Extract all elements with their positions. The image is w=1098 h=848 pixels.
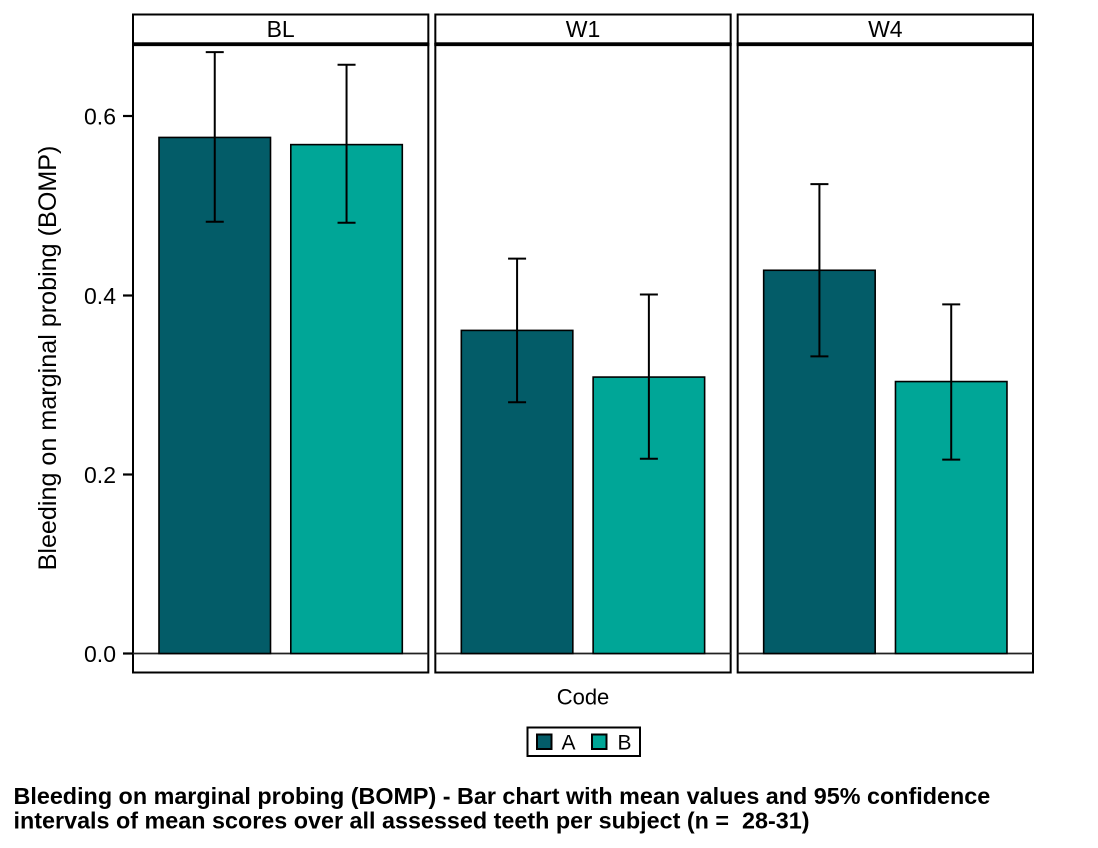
svg-text:B: B (618, 731, 632, 754)
svg-text:0.0: 0.0 (84, 641, 116, 667)
svg-text:W1: W1 (566, 16, 601, 42)
svg-text:0.4: 0.4 (84, 283, 116, 309)
svg-text:Bleeding on marginal probing (: Bleeding on marginal probing (BOMP) - Ba… (14, 783, 991, 809)
svg-text:A: A (562, 731, 576, 754)
svg-text:Code: Code (557, 685, 610, 710)
svg-text:0.6: 0.6 (84, 103, 116, 129)
svg-text:intervals of mean scores over: intervals of mean scores over all assess… (14, 807, 810, 833)
svg-text:W4: W4 (868, 16, 903, 42)
svg-text:0.2: 0.2 (84, 462, 116, 488)
svg-text:BL: BL (267, 16, 295, 42)
svg-text:Bleeding on marginal probing (: Bleeding on marginal probing (BOMP) (34, 146, 62, 571)
